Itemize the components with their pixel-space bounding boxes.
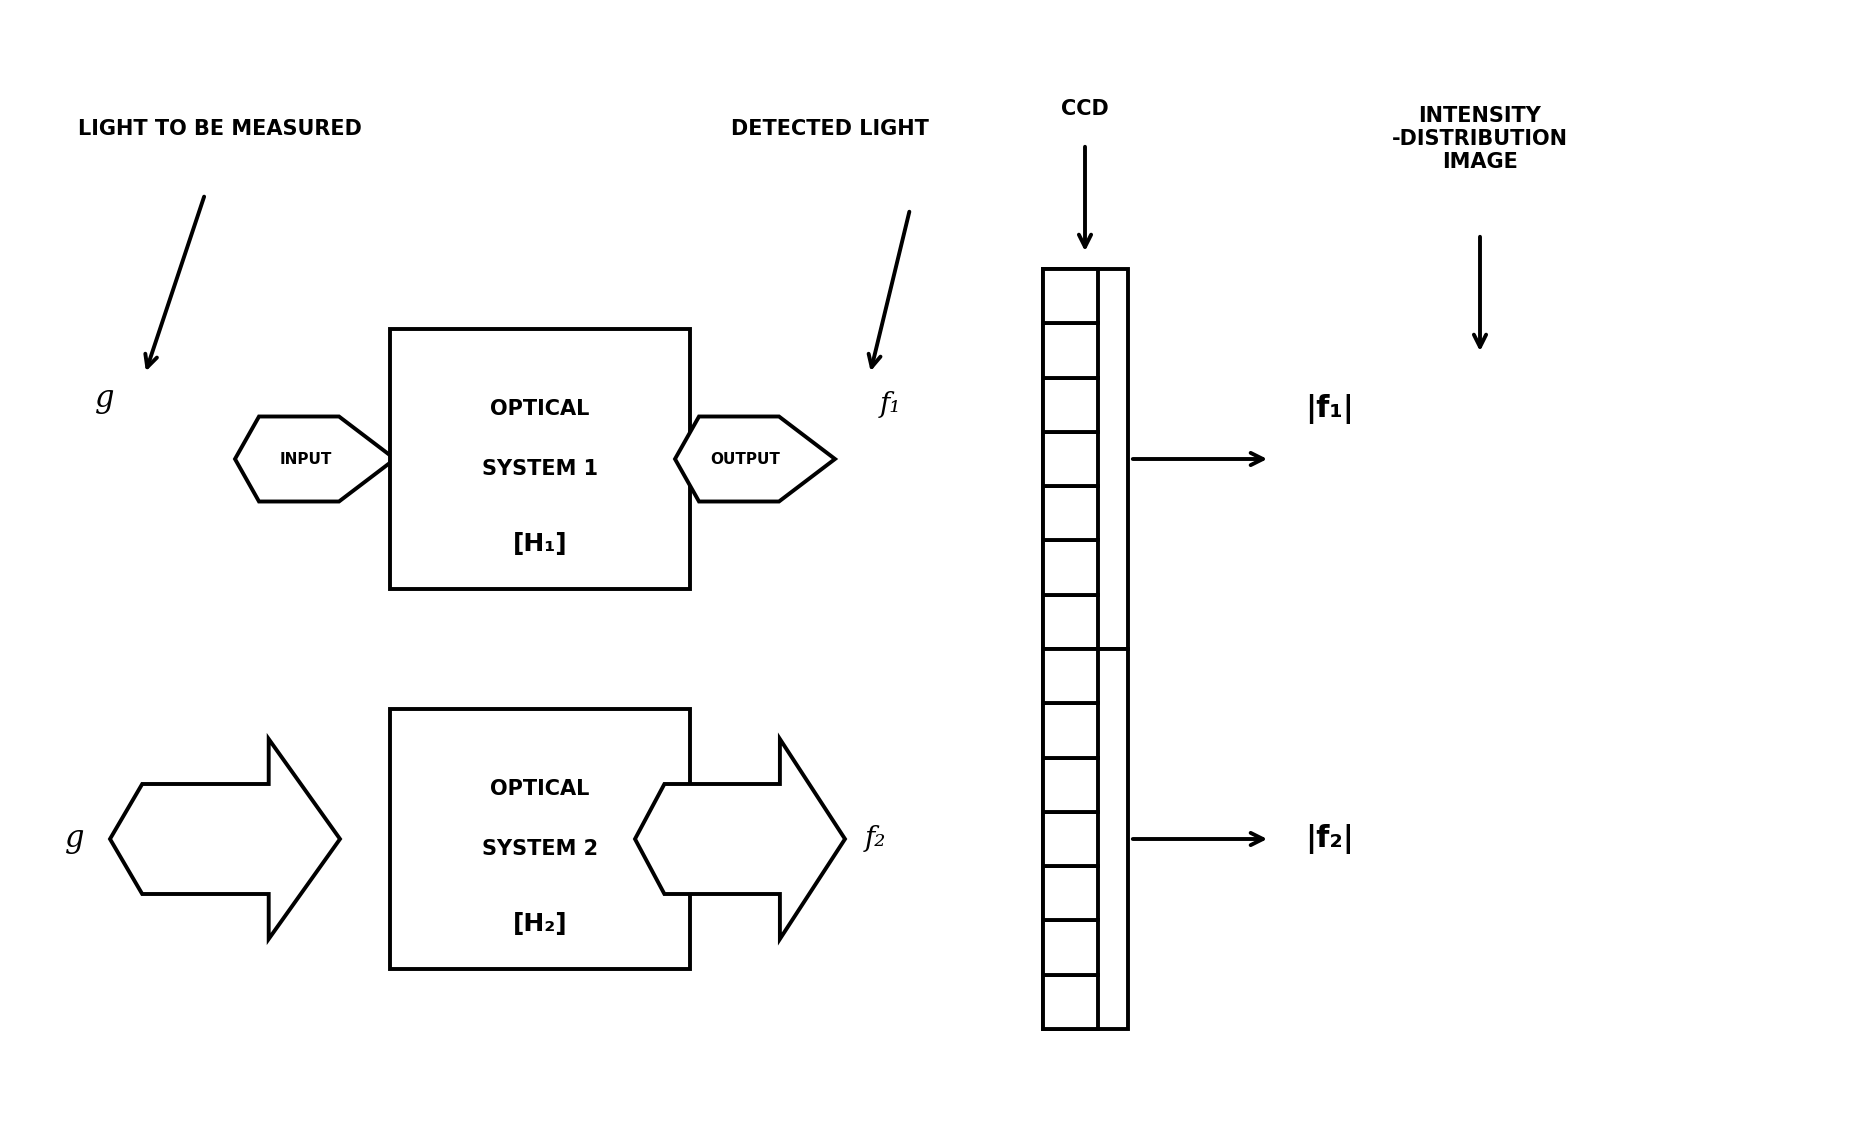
Text: SYSTEM 1: SYSTEM 1 bbox=[482, 459, 597, 480]
Text: g: g bbox=[65, 823, 85, 854]
Bar bbox=[1043, 866, 1096, 920]
Text: OPTICAL: OPTICAL bbox=[490, 779, 590, 798]
Text: |f₂|: |f₂| bbox=[1304, 823, 1354, 854]
Polygon shape bbox=[634, 739, 844, 939]
Text: [H₂]: [H₂] bbox=[512, 912, 568, 936]
Text: INTENSITY
-DISTRIBUTION
IMAGE: INTENSITY -DISTRIBUTION IMAGE bbox=[1391, 106, 1567, 172]
Bar bbox=[1043, 703, 1096, 757]
Text: f₁: f₁ bbox=[879, 391, 900, 418]
Bar bbox=[1043, 920, 1096, 975]
Bar bbox=[1043, 269, 1096, 323]
Text: g: g bbox=[95, 384, 115, 415]
Text: INPUT: INPUT bbox=[278, 451, 332, 467]
Bar bbox=[1043, 269, 1126, 649]
Polygon shape bbox=[675, 417, 835, 501]
Bar bbox=[1043, 432, 1096, 486]
Bar bbox=[1043, 757, 1096, 812]
Bar bbox=[1043, 975, 1096, 1029]
Text: OUTPUT: OUTPUT bbox=[710, 451, 779, 467]
Bar bbox=[1043, 323, 1096, 377]
Text: [H₁]: [H₁] bbox=[512, 532, 568, 556]
Text: DETECTED LIGHT: DETECTED LIGHT bbox=[731, 118, 929, 139]
Bar bbox=[1043, 595, 1096, 649]
Text: LIGHT TO BE MEASURED: LIGHT TO BE MEASURED bbox=[78, 118, 362, 139]
Bar bbox=[1043, 377, 1096, 432]
Text: OPTICAL: OPTICAL bbox=[490, 399, 590, 419]
Bar bbox=[1043, 812, 1096, 866]
Bar bbox=[1043, 540, 1096, 595]
Bar bbox=[1043, 649, 1096, 703]
Bar bbox=[390, 708, 690, 969]
Polygon shape bbox=[236, 417, 395, 501]
Text: SYSTEM 2: SYSTEM 2 bbox=[482, 839, 597, 859]
Bar bbox=[1043, 486, 1096, 540]
Polygon shape bbox=[109, 739, 339, 939]
Text: |f₁|: |f₁| bbox=[1304, 394, 1354, 424]
Bar bbox=[390, 329, 690, 589]
Text: f₂: f₂ bbox=[864, 826, 885, 852]
Text: CCD: CCD bbox=[1061, 99, 1107, 118]
Bar bbox=[1043, 649, 1126, 1029]
